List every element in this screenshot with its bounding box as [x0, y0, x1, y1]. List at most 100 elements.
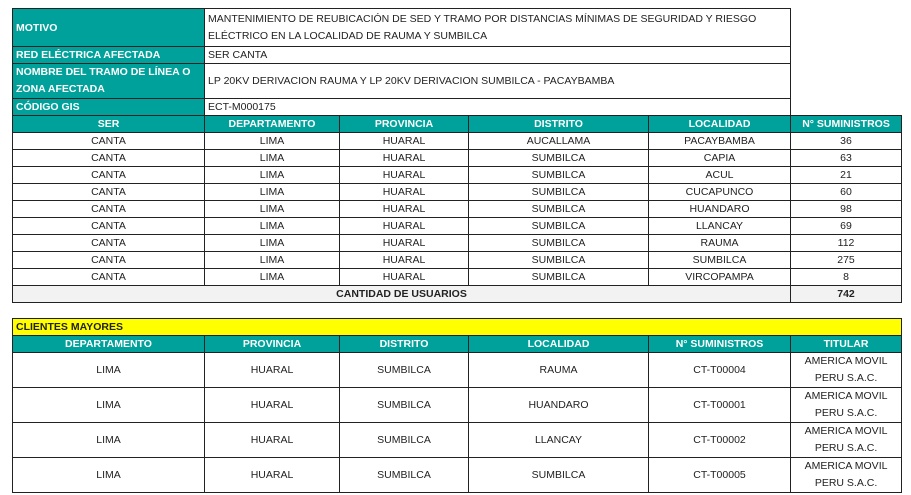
tramo-value: LP 20KV DERIVACION RAUMA Y LP 20KV DERIV… — [203, 63, 792, 99]
table-cell: AMERICA MOVIL PERU S.A.C. — [789, 352, 903, 388]
table-cell: AUCALLAMA — [468, 132, 649, 150]
table-cell: HUARAL — [339, 234, 469, 252]
table-cell: LIMA — [204, 183, 340, 201]
header-row: SER DEPARTAMENTO PROVINCIA DISTRITO LOCALIDA… — [12, 115, 903, 133]
table-cell: CANTA — [12, 251, 205, 269]
table-cell: LIMA — [12, 422, 205, 458]
table-row: CANTA LIMA HUARAL AUCALLAMA PACAYBAMBA 36 — [12, 132, 903, 150]
motivo-label: MOTIVO — [12, 8, 205, 47]
motivo-row: MOTIVO MANTENIMIENTO DE REUBICACIÓN DE S… — [12, 8, 902, 47]
table-cell: RAUMA — [468, 352, 649, 388]
clientes-title-row: CLIENTES MAYORES — [11, 318, 903, 336]
table-cell: AMERICA MOVIL PERU S.A.C. — [789, 457, 903, 493]
table-cell: HUARAL — [339, 166, 469, 184]
table-cell: 63 — [790, 149, 903, 167]
table-cell: 60 — [790, 183, 903, 201]
table-cell: HUARAL — [339, 149, 469, 167]
table-cell: LLANCAY — [647, 217, 792, 235]
table-cell: SUMBILCA — [468, 149, 649, 167]
table-cell: LIMA — [204, 132, 340, 150]
red-label: RED ELÉCTRICA AFECTADA — [12, 46, 205, 64]
table-row: LIMA HUARAL SUMBILCA LLANCAY CT-T00002 AMERIC… — [12, 422, 903, 458]
table-cell: SUMBILCA — [468, 217, 649, 235]
table-cell: CANTA — [12, 234, 205, 252]
table-row: LIMA HUARAL SUMBILCA HUANDARO CT-T00001 AMERI… — [12, 387, 903, 423]
table-cell: CT-T00004 — [648, 352, 791, 388]
table-row: LIMA HUARAL SUMBILCA RAUMA CT-T00004 AMERICA … — [12, 352, 903, 388]
table-cell: CANTA — [12, 166, 205, 184]
table-cell: HUARAL — [204, 352, 340, 388]
table-cell: 275 — [790, 251, 903, 269]
table-cell: SUMBILCA — [339, 422, 469, 458]
table-cell: SUMBILCA — [339, 387, 469, 423]
table-row: CANTA LIMA HUARAL SUMBILCA VIRCOPAMPA 8 — [12, 268, 903, 286]
header-row: DEPARTAMENTO PROVINCIA DISTRITO LOCALIDAD N°… — [12, 335, 903, 353]
table-cell: SUMBILCA — [468, 200, 649, 218]
table-row: CANTA LIMA HUARAL SUMBILCA LLANCAY 69 — [12, 217, 903, 235]
table-cell: CT-T00005 — [648, 457, 791, 493]
table-cell: CT-T00001 — [648, 387, 791, 423]
table-cell: 69 — [790, 217, 903, 235]
table-cell: PACAYBAMBA — [647, 132, 792, 150]
table-cell: HUARAL — [339, 132, 469, 150]
column-header: DEPARTAMENTO — [12, 335, 205, 353]
table-row: LIMA HUARAL SUMBILCA SUMBILCA CT-T00005 AMERI… — [12, 457, 903, 493]
table-cell: CANTA — [12, 217, 205, 235]
table-cell: HUARAL — [339, 268, 469, 286]
table-cell: LIMA — [204, 251, 340, 269]
red-value: SER CANTA — [203, 46, 792, 64]
table-row: CANTA LIMA HUARAL SUMBILCA CAPIA 63 — [12, 149, 903, 167]
gis-row: CÓDIGO GIS ECT-M000175 — [12, 98, 902, 116]
table-cell: RAUMA — [647, 234, 792, 252]
table-cell: SUMBILCA — [468, 234, 649, 252]
table-cell: VIRCOPAMPA — [647, 268, 792, 286]
table-row: CANTA LIMA HUARAL SUMBILCA SUMBILCA 275 — [12, 251, 903, 269]
table-cell: SUMBILCA — [468, 457, 649, 493]
table-cell: LIMA — [204, 166, 340, 184]
table-cell: CAPIA — [647, 149, 792, 167]
total-label: CANTIDAD DE USUARIOS — [11, 285, 792, 303]
table-cell: HUARAL — [339, 217, 469, 235]
total-row: CANTIDAD DE USUARIOS 742 — [11, 285, 903, 303]
table-cell: LIMA — [12, 352, 205, 388]
gis-value: ECT-M000175 — [203, 98, 792, 116]
column-header: DISTRITO — [339, 335, 469, 353]
table-row: CANTA LIMA HUARAL SUMBILCA ACUL 21 — [12, 166, 903, 184]
table-cell: HUARAL — [339, 251, 469, 269]
table-cell: AMERICA MOVIL PERU S.A.C. — [789, 387, 903, 423]
gis-label: CÓDIGO GIS — [12, 98, 205, 116]
clientes-title: CLIENTES MAYORES — [11, 318, 903, 336]
table-cell: HUARAL — [204, 387, 340, 423]
column-header: LOCALIDAD — [647, 115, 792, 133]
table-cell: LIMA — [204, 149, 340, 167]
table-cell: HUARAL — [339, 200, 469, 218]
table-cell: SUMBILCA — [468, 268, 649, 286]
tramo-row: NOMBRE DEL TRAMO DE LÍNEA O ZONA AFECTAD… — [12, 63, 902, 99]
table-cell: CANTA — [12, 268, 205, 286]
table-cell: LIMA — [204, 234, 340, 252]
column-header: LOCALIDAD — [468, 335, 649, 353]
table-cell: LIMA — [204, 200, 340, 218]
clientes-mayores-table: CLIENTES MAYORES DEPARTAMENTO PROVINCIA DI… — [11, 318, 903, 493]
table-cell: HUARAL — [204, 457, 340, 493]
table-cell: 21 — [790, 166, 903, 184]
column-header: PROVINCIA — [339, 115, 469, 133]
column-header: DEPARTAMENTO — [204, 115, 340, 133]
column-header: N° SUMINISTROS — [790, 115, 903, 133]
table-cell: SUMBILCA — [647, 251, 792, 269]
table-cell: ACUL — [647, 166, 792, 184]
tramo-label: NOMBRE DEL TRAMO DE LÍNEA O ZONA AFECTAD… — [12, 63, 205, 99]
table-row: CANTA LIMA HUARAL SUMBILCA CUCAPUNCO 60 — [12, 183, 903, 201]
table-cell: SUMBILCA — [468, 166, 649, 184]
table-cell: LIMA — [12, 457, 205, 493]
table-cell: LLANCAY — [468, 422, 649, 458]
column-header: DISTRITO — [468, 115, 649, 133]
suministros-table: MOTIVO MANTENIMIENTO DE REUBICACIÓN DE S… — [11, 8, 903, 303]
column-header: TITULAR — [789, 335, 903, 353]
table-cell: LIMA — [12, 387, 205, 423]
table-cell: HUANDARO — [468, 387, 649, 423]
table-cell: 112 — [790, 234, 903, 252]
table-cell: LIMA — [204, 217, 340, 235]
table-cell: AMERICA MOVIL PERU S.A.C. — [789, 422, 903, 458]
table-row: CANTA LIMA HUARAL SUMBILCA RAUMA 112 — [12, 234, 903, 252]
